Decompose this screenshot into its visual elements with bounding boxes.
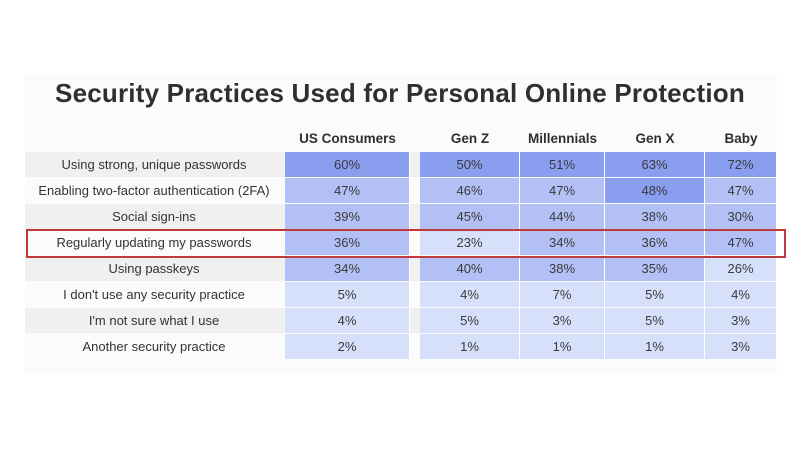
row-label: Regularly updating my passwords [56,235,252,250]
table-cell: 3% [520,308,605,333]
table-cell: 63% [605,152,705,177]
table-cell: 47% [705,230,777,255]
table-cell: 5% [605,308,705,333]
column-header: Gen X [635,131,675,146]
table-cell: 39% [285,204,410,229]
table-cell: 4% [705,282,777,307]
table-cell: 4% [285,308,410,333]
table-cell: 40% [420,256,520,281]
table-cell: 1% [605,334,705,359]
data-table: US Consumers Gen Z Millennials Gen X Baby Bo… [25,126,777,361]
row-label: Using passkeys [108,261,200,276]
chart-title: Security Practices Used for Personal Onl… [55,78,745,108]
table-cell: 4% [420,282,520,307]
column-header: US Consumers [299,131,396,146]
table-cell: 2% [285,334,410,359]
table-cell: 5% [420,308,520,333]
table-cell: 72% [705,152,777,177]
table-cell: 3% [705,308,777,333]
table-cell: 1% [520,334,605,359]
table-cell: 1% [420,334,520,359]
row-label: Enabling two-factor authentication (2FA) [38,183,270,198]
table-cell: 23% [420,230,520,255]
row-label: I don't use any security practice [63,287,245,302]
row-label: Social sign-ins [112,209,196,224]
table-cell: 48% [605,178,705,203]
table-cell: 38% [520,256,605,281]
table-cell: 35% [605,256,705,281]
table-cell: 5% [285,282,410,307]
table-cell: 3% [705,334,777,359]
table-cell: 34% [520,230,605,255]
row-label: Using strong, unique passwords [61,157,247,172]
row-label: I'm not sure what I use [88,313,220,328]
column-header: Baby Boomers [712,131,771,171]
table-cell: 47% [520,178,605,203]
table-cell: 36% [605,230,705,255]
table-cell: 44% [520,204,605,229]
table-cell: 50% [420,152,520,177]
table-cell: 60% [285,152,410,177]
row-label: Another security practice [82,339,226,354]
table-cell: 47% [285,178,410,203]
table-cell: 5% [605,282,705,307]
table-cell: 26% [705,256,777,281]
table-cell: 30% [705,204,777,229]
table-cell: 7% [520,282,605,307]
table-cell: 38% [605,204,705,229]
table-cell: 36% [285,230,410,255]
column-header: Gen Z [450,131,490,146]
table-cell: 46% [420,178,520,203]
table-cell: 51% [520,152,605,177]
table-cell: 47% [705,178,777,203]
column-header: Millennials [527,131,598,146]
table-cell: 34% [285,256,410,281]
table-cell: 45% [420,204,520,229]
